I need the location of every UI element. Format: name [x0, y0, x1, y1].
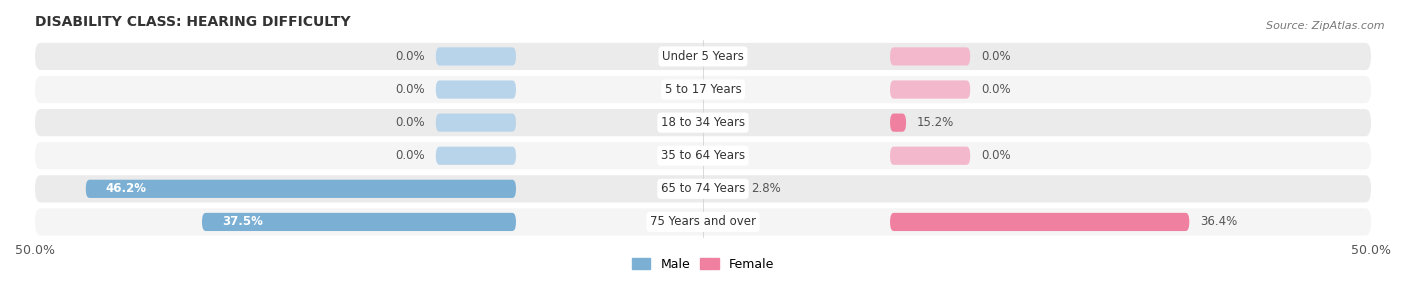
FancyBboxPatch shape — [35, 43, 1371, 70]
Text: 37.5%: 37.5% — [222, 215, 263, 228]
Text: 0.0%: 0.0% — [395, 116, 425, 129]
Text: 0.0%: 0.0% — [395, 149, 425, 162]
Text: Under 5 Years: Under 5 Years — [662, 50, 744, 63]
Text: 36.4%: 36.4% — [1199, 215, 1237, 228]
Text: 0.0%: 0.0% — [981, 83, 1011, 96]
Text: 35 to 64 Years: 35 to 64 Years — [661, 149, 745, 162]
Text: 75 Years and over: 75 Years and over — [650, 215, 756, 228]
Text: 0.0%: 0.0% — [395, 50, 425, 63]
FancyBboxPatch shape — [35, 175, 1371, 203]
FancyBboxPatch shape — [35, 208, 1371, 235]
FancyBboxPatch shape — [890, 81, 970, 99]
FancyBboxPatch shape — [35, 109, 1371, 136]
FancyBboxPatch shape — [890, 113, 905, 132]
FancyBboxPatch shape — [436, 81, 516, 99]
FancyBboxPatch shape — [890, 213, 1189, 231]
Text: 18 to 34 Years: 18 to 34 Years — [661, 116, 745, 129]
Text: 5 to 17 Years: 5 to 17 Years — [665, 83, 741, 96]
FancyBboxPatch shape — [35, 76, 1371, 103]
FancyBboxPatch shape — [890, 147, 970, 165]
Text: DISABILITY CLASS: HEARING DIFFICULTY: DISABILITY CLASS: HEARING DIFFICULTY — [35, 15, 350, 29]
FancyBboxPatch shape — [35, 142, 1371, 169]
FancyBboxPatch shape — [86, 180, 516, 198]
FancyBboxPatch shape — [436, 147, 516, 165]
Text: Source: ZipAtlas.com: Source: ZipAtlas.com — [1267, 21, 1385, 31]
Text: 0.0%: 0.0% — [981, 149, 1011, 162]
FancyBboxPatch shape — [202, 213, 516, 231]
FancyBboxPatch shape — [436, 113, 516, 132]
Text: 15.2%: 15.2% — [917, 116, 955, 129]
FancyBboxPatch shape — [890, 47, 970, 66]
Text: 65 to 74 Years: 65 to 74 Years — [661, 182, 745, 195]
FancyBboxPatch shape — [436, 47, 516, 66]
Text: 0.0%: 0.0% — [395, 83, 425, 96]
Text: 0.0%: 0.0% — [981, 50, 1011, 63]
Legend: Male, Female: Male, Female — [627, 253, 779, 276]
Text: 2.8%: 2.8% — [751, 182, 780, 195]
Text: 46.2%: 46.2% — [105, 182, 146, 195]
